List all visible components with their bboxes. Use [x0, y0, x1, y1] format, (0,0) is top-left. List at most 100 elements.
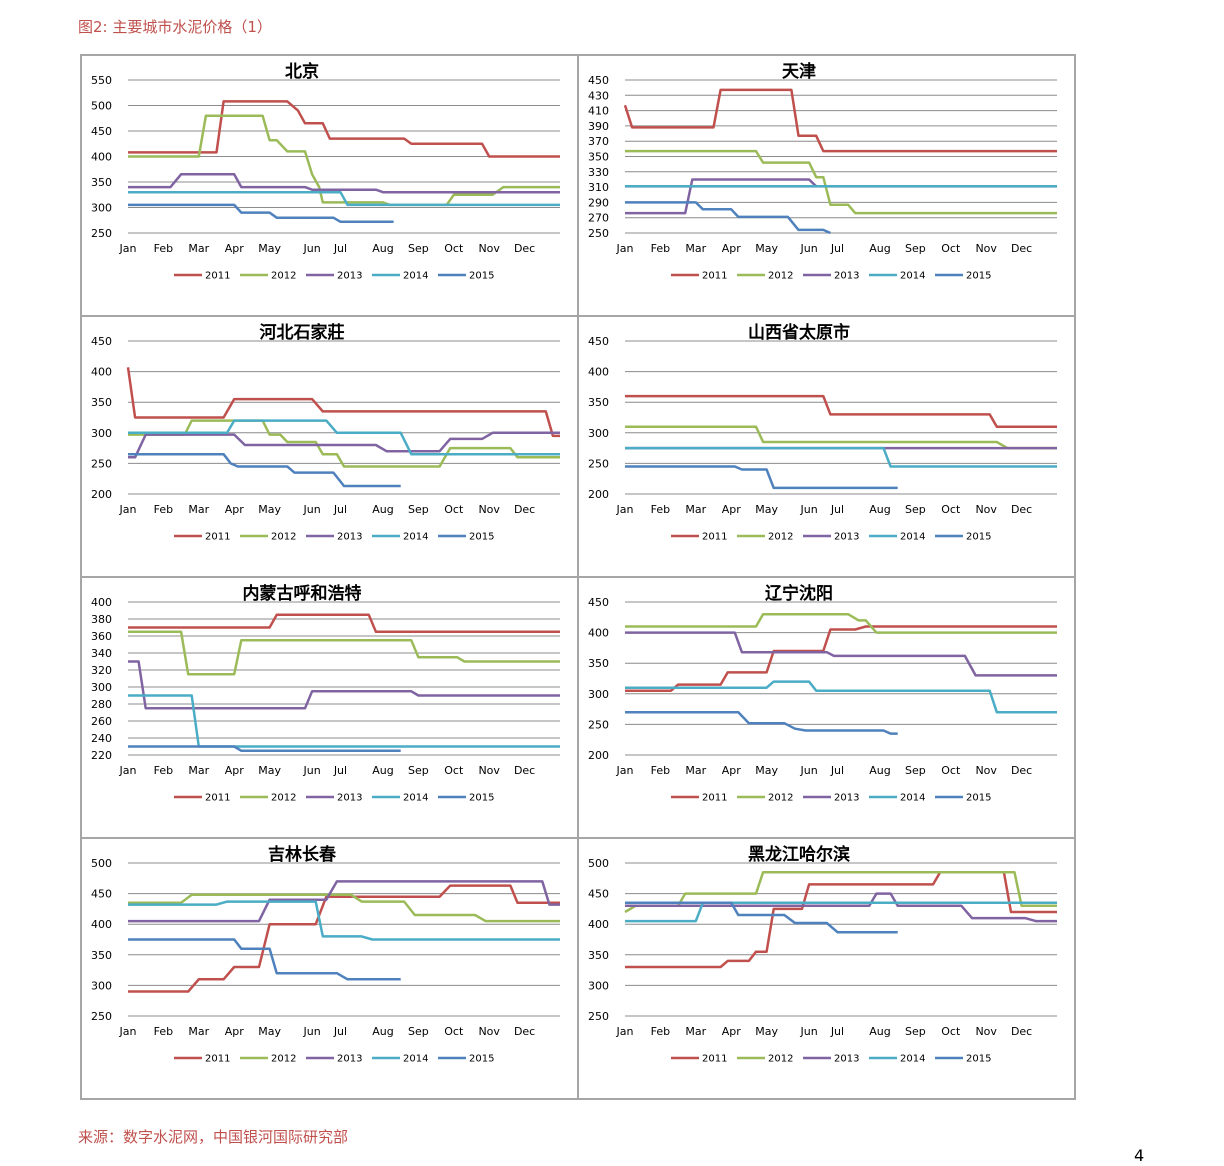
series-line-2014 — [625, 901, 1057, 923]
x-tick-label: Sep — [408, 242, 429, 255]
x-tick-label: May — [258, 242, 281, 255]
x-tick-label: Jan — [616, 242, 634, 255]
x-tick-label: Nov — [975, 764, 997, 777]
y-tick-label: 300 — [588, 427, 609, 440]
x-tick-label: Aug — [869, 242, 890, 255]
chart-svg: 辽宁沈阳 200 250 300 350 400 450 Jan Feb Mar Apr May Jun… — [588, 583, 1057, 804]
legend-label: 2011 — [205, 271, 230, 282]
legend-label: 2013 — [834, 1054, 859, 1065]
y-tick-label: 290 — [588, 196, 609, 209]
y-tick-label: 400 — [91, 918, 112, 931]
legend-label: 2013 — [337, 271, 362, 282]
legend-label: 2015 — [469, 271, 494, 282]
series-line-2012 — [625, 149, 1057, 215]
series-line-2014 — [625, 446, 1057, 468]
legend-label: 2013 — [337, 793, 362, 804]
x-tick-label: Jul — [830, 242, 844, 255]
series-line-2013 — [625, 892, 1057, 923]
y-tick-label: 220 — [91, 749, 112, 762]
x-tick-label: Nov — [478, 764, 500, 777]
y-tick-label: 250 — [91, 1010, 112, 1023]
x-tick-label: Dec — [514, 503, 535, 516]
series-line-2013 — [128, 880, 560, 923]
series-line-2014 — [128, 694, 560, 748]
chart-grid: 北京 250 300 350 400 450 500 550 Jan Feb Mar Apr May Ju… — [80, 54, 1076, 1100]
legend-label: 2015 — [966, 793, 991, 804]
chart-title: 内蒙古呼和浩特 — [243, 583, 362, 604]
legend-label: 2011 — [205, 1054, 230, 1065]
x-tick-label: May — [258, 1025, 281, 1038]
chart-svg: 吉林长春 250 300 350 400 450 500 Jan Feb Mar Apr May Jun… — [91, 844, 560, 1065]
y-tick-label: 300 — [588, 979, 609, 992]
series-line-2011 — [625, 870, 1057, 969]
y-tick-label: 350 — [588, 151, 609, 164]
x-tick-label: Nov — [478, 503, 500, 516]
series-line-2015 — [128, 938, 401, 981]
x-tick-label: Aug — [869, 1025, 890, 1038]
x-tick-label: Jul — [333, 503, 347, 516]
x-tick-label: May — [755, 503, 778, 516]
x-tick-label: Mar — [188, 764, 209, 777]
x-tick-label: Sep — [905, 503, 926, 516]
legend-label: 2013 — [834, 793, 859, 804]
series-line-2012 — [128, 630, 560, 676]
y-tick-label: 350 — [588, 657, 609, 670]
y-tick-label: 200 — [91, 488, 112, 501]
chart-title: 吉林长春 — [268, 844, 336, 865]
chart-panel-shijiazhuang: 河北石家莊 200 250 300 350 400 450 Jan Feb Mar Apr May Ju… — [81, 316, 578, 577]
y-tick-label: 350 — [588, 396, 609, 409]
y-tick-label: 400 — [588, 918, 609, 931]
x-tick-label: Jun — [303, 242, 321, 255]
x-tick-label: Jun — [800, 1025, 818, 1038]
legend-label: 2015 — [966, 1054, 991, 1065]
chart-title: 天津 — [782, 61, 816, 82]
x-tick-label: Aug — [869, 503, 890, 516]
x-tick-label: Oct — [444, 503, 464, 516]
page-number: 4 — [1134, 1146, 1145, 1165]
legend-label: 2012 — [271, 532, 296, 543]
x-tick-label: Jul — [333, 242, 347, 255]
x-tick-label: Jun — [303, 503, 321, 516]
y-tick-label: 250 — [91, 227, 112, 240]
x-tick-label: Dec — [514, 1025, 535, 1038]
chart-panel-harbin: 黑龙江哈尔滨 250 300 350 400 450 500 Jan Feb Mar Apr May J… — [578, 838, 1075, 1099]
x-tick-label: Jun — [303, 764, 321, 777]
legend-label: 2011 — [702, 532, 727, 543]
y-tick-label: 400 — [588, 627, 609, 640]
series-line-2011 — [128, 100, 560, 158]
legend-label: 2014 — [900, 532, 925, 543]
chart-panel-taiyuan: 山西省太原市 200 250 300 350 400 450 Jan Feb Mar Apr May J… — [578, 316, 1075, 577]
x-tick-label: Nov — [975, 503, 997, 516]
legend-label: 2012 — [768, 532, 793, 543]
legend-label: 2015 — [469, 1054, 494, 1065]
x-tick-label: Feb — [154, 764, 173, 777]
chart-title: 北京 — [285, 61, 319, 82]
x-tick-label: Jun — [800, 242, 818, 255]
x-tick-label: Feb — [154, 503, 173, 516]
x-tick-label: Jul — [333, 1025, 347, 1038]
legend-label: 2014 — [900, 271, 925, 282]
x-tick-label: Jan — [119, 1025, 137, 1038]
series-line-2015 — [128, 745, 401, 753]
series-line-2014 — [128, 900, 560, 941]
y-tick-label: 450 — [588, 596, 609, 609]
legend-label: 2012 — [271, 793, 296, 804]
x-tick-label: Jan — [616, 764, 634, 777]
x-tick-label: Jan — [119, 764, 137, 777]
chart-title: 黑龙江哈尔滨 — [748, 844, 850, 865]
x-tick-label: Feb — [651, 1025, 670, 1038]
x-tick-label: Jan — [119, 242, 137, 255]
x-tick-label: Nov — [975, 1025, 997, 1038]
legend-label: 2012 — [271, 1054, 296, 1065]
chart-title: 山西省太原市 — [748, 322, 850, 343]
y-tick-label: 370 — [588, 135, 609, 148]
y-tick-label: 300 — [91, 979, 112, 992]
x-tick-label: May — [258, 764, 281, 777]
y-tick-label: 250 — [588, 457, 609, 470]
legend-label: 2014 — [900, 1054, 925, 1065]
x-tick-label: Dec — [514, 242, 535, 255]
legend-label: 2013 — [337, 1054, 362, 1065]
x-tick-label: Mar — [188, 1025, 209, 1038]
chart-panel-beijing: 北京 250 300 350 400 450 500 550 Jan Feb Mar Apr May Ju… — [81, 55, 578, 316]
y-tick-label: 450 — [91, 888, 112, 901]
